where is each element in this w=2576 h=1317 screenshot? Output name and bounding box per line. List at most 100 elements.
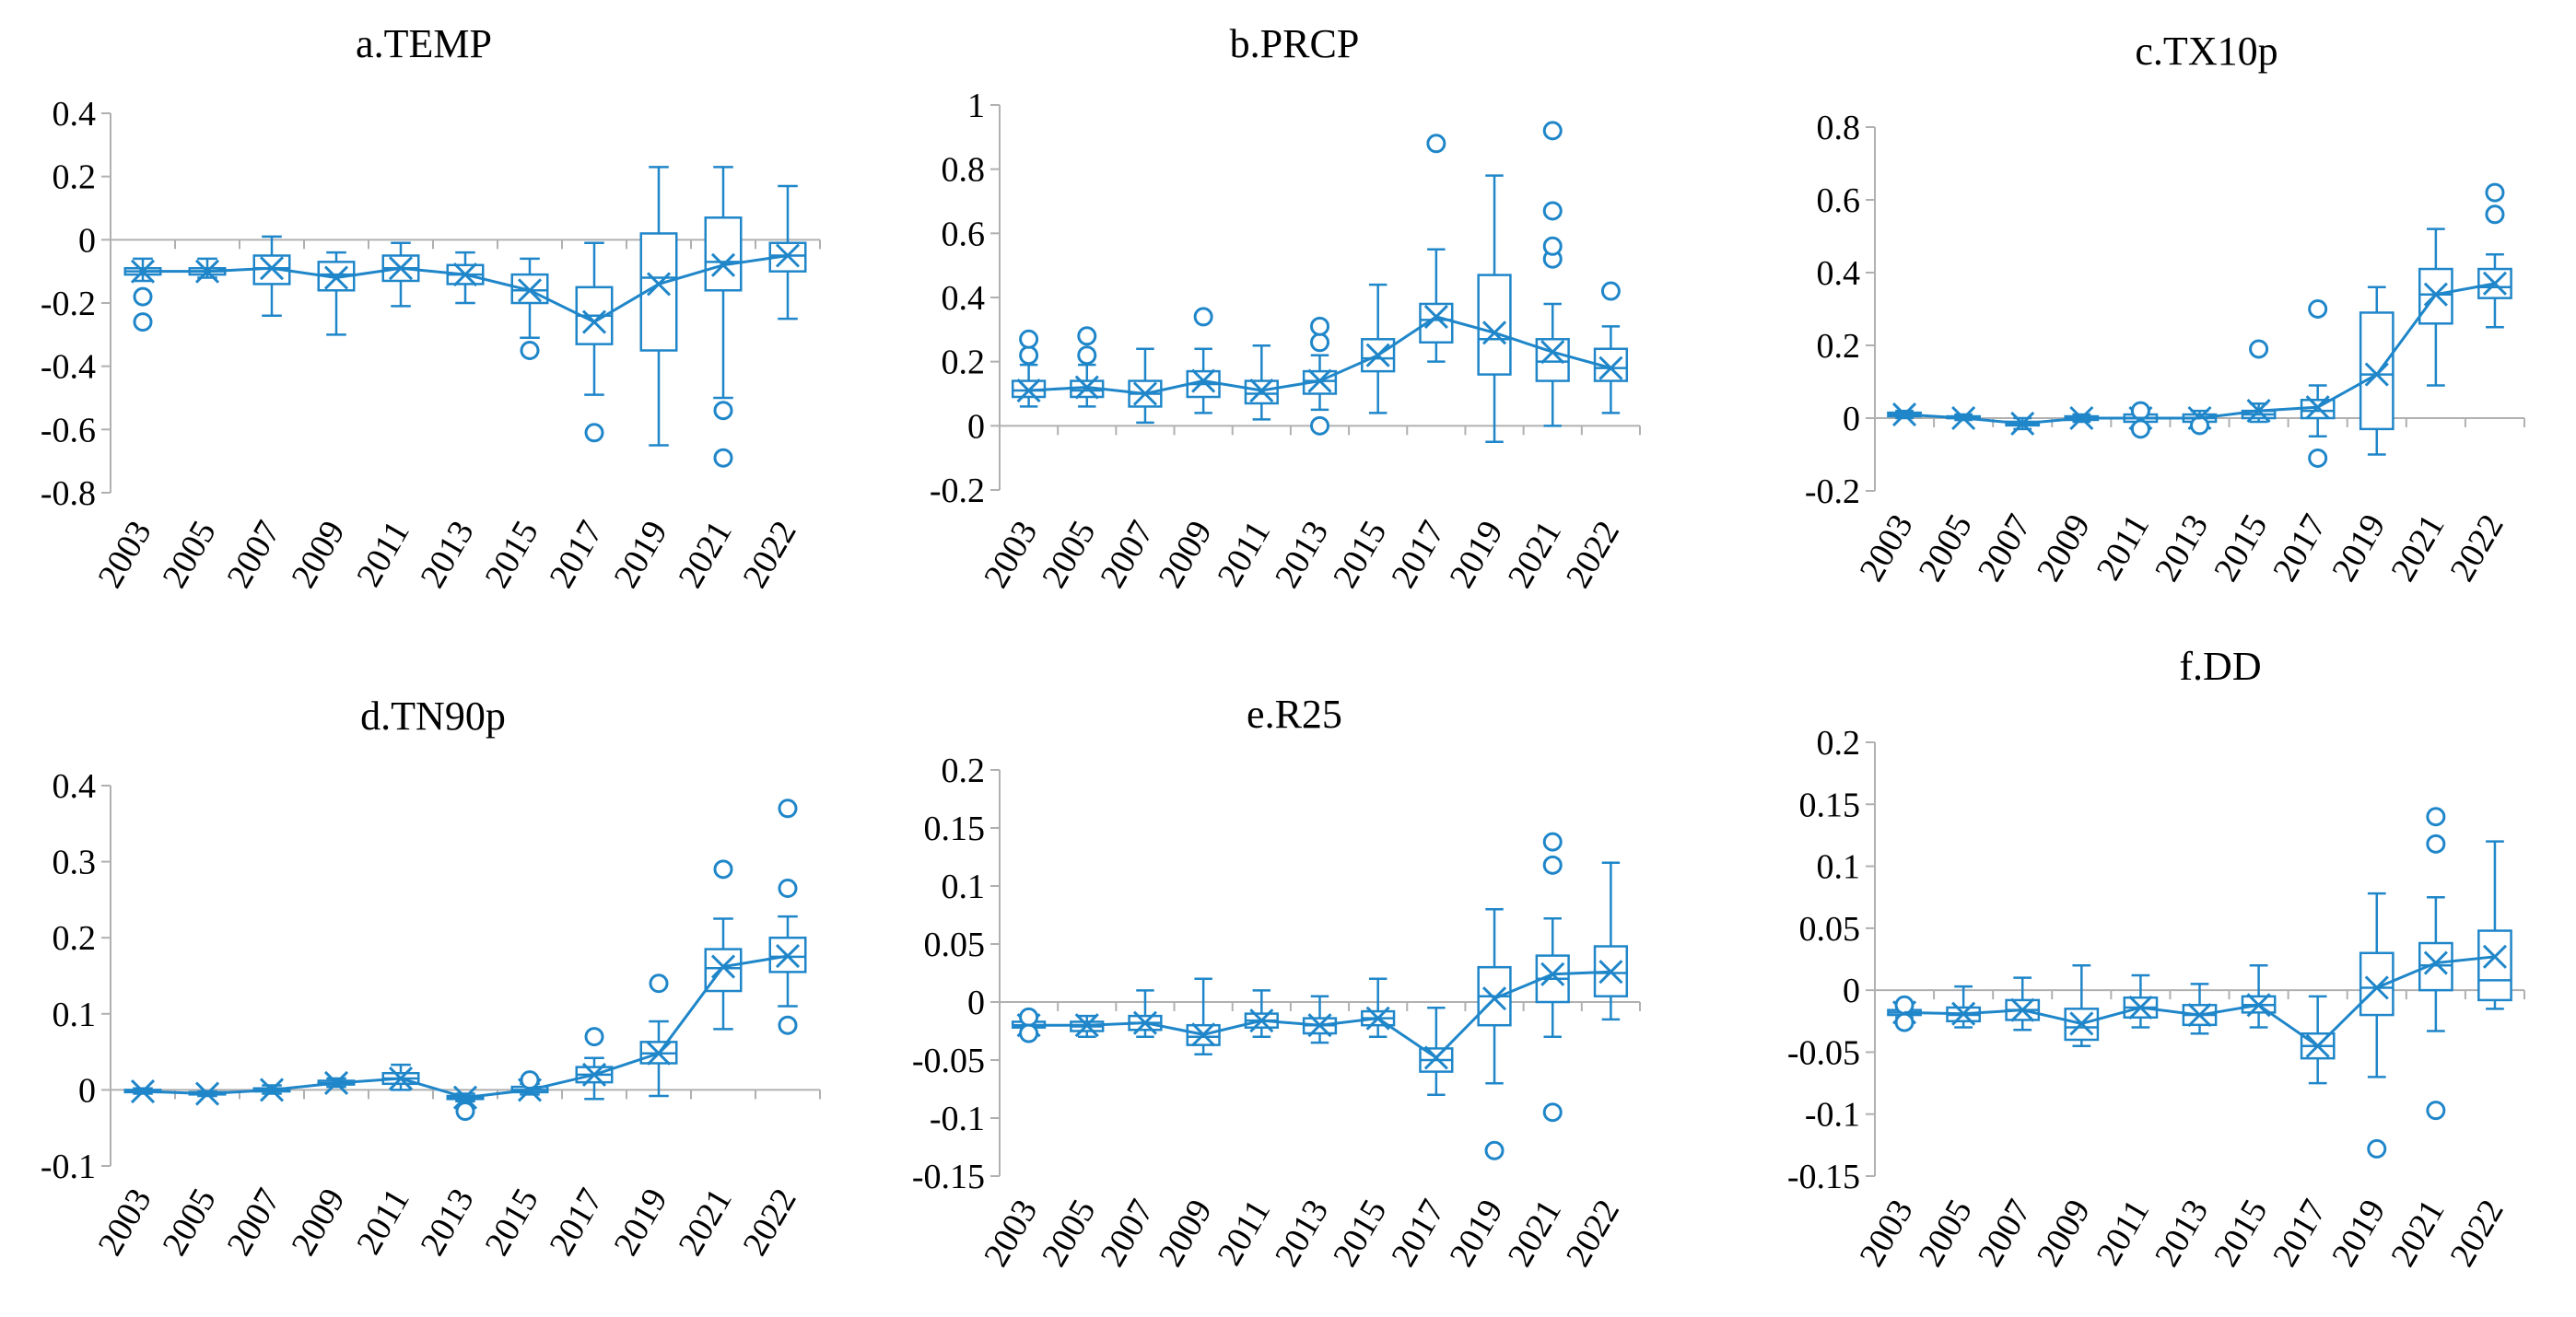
y-tick-label: 0.2 (1817, 724, 1861, 763)
y-tick-label: 0 (967, 407, 985, 446)
box-2011 (1244, 344, 1279, 421)
outlier-point (2426, 1101, 2446, 1121)
outlier-point (1310, 316, 1329, 336)
box-2019 (2359, 286, 2395, 456)
outlier-point (2308, 299, 2328, 319)
outlier-point (520, 341, 540, 360)
mean-marker (1016, 378, 1041, 403)
outlier-point (1310, 415, 1329, 436)
mean-trend-line (143, 254, 789, 324)
iqr-box (1477, 274, 1512, 376)
panel-title: e.R25 (1247, 692, 1342, 737)
y-tick-label: 0.2 (53, 158, 97, 197)
outlier-point (1894, 1012, 1914, 1032)
y-tick-label: 0 (967, 984, 985, 1022)
y-tick-label: 0.1 (1817, 848, 1861, 887)
outlier-point (713, 448, 733, 468)
outlier-point (584, 423, 604, 443)
y-tick-label: 0.4 (942, 279, 986, 318)
box-2022 (1593, 281, 1629, 414)
iqr-box (704, 948, 743, 993)
iqr-box (2359, 311, 2395, 431)
panel-title: c.TX10p (2135, 29, 2277, 74)
outlier-point (455, 1101, 475, 1122)
box-2015 (2241, 339, 2277, 424)
y-tick-label: 0.2 (942, 344, 986, 382)
outlier-point (2190, 415, 2209, 436)
box-2022 (2477, 182, 2512, 329)
mean-trend-line (1028, 970, 1611, 1060)
y-tick-label: 0.1 (942, 868, 986, 906)
outlier-point (2426, 833, 2446, 854)
y-tick-label: 0.3 (53, 844, 97, 882)
iqr-box (1535, 338, 1570, 382)
y-tick-label: 0.05 (924, 926, 986, 964)
y-tick-label: 0.6 (942, 215, 986, 253)
outlier-point (2367, 1138, 2387, 1159)
y-tick-label: 0 (1843, 400, 1860, 438)
box-2021 (704, 859, 743, 1031)
y-tick-label: 0.4 (1817, 254, 1861, 293)
y-tick-label: 0 (78, 1071, 96, 1110)
box-2013 (1302, 995, 1338, 1044)
y-tick-label: 0.8 (1817, 109, 1861, 147)
y-tick-label: 0.2 (53, 919, 97, 958)
outlier-point (1019, 329, 1039, 349)
box-2017 (1419, 1007, 1454, 1097)
panel-title: f.DD (2179, 644, 2261, 689)
box-2022 (2477, 840, 2512, 1010)
outlier-point (649, 973, 669, 994)
mean-trend-line (1904, 955, 2496, 1048)
mean-marker (130, 1078, 156, 1104)
panel-title: a.TEMP (356, 21, 492, 66)
box-2017 (1419, 134, 1454, 363)
box-2011 (381, 241, 420, 308)
outlier-point (2249, 339, 2269, 359)
outlier-point (1894, 995, 1914, 1015)
outlier-point (1077, 345, 1097, 366)
outlier-point (2485, 182, 2505, 203)
y-tick-label: 0.2 (942, 752, 986, 790)
y-tick-label: -0.1 (41, 1148, 96, 1186)
outlier-point (1542, 832, 1563, 852)
y-tick-label: 0.4 (53, 767, 97, 806)
mean-trend-line (1903, 282, 2496, 425)
outlier-point (1542, 236, 1563, 256)
outlier-point (2308, 448, 2328, 468)
y-tick-label: 0.05 (1799, 910, 1861, 949)
outlier-point (1193, 307, 1213, 327)
outlier-point (1484, 1140, 1505, 1160)
outlier-point (2426, 807, 2446, 827)
y-tick-label: -0.1 (1805, 1096, 1860, 1135)
outlier-point (1542, 1102, 1563, 1123)
y-tick-label: 0 (1843, 972, 1860, 1010)
y-tick-label: -0.15 (1787, 1158, 1860, 1196)
y-tick-label: -0.8 (41, 474, 96, 513)
y-tick-label: 0.1 (53, 996, 97, 1034)
outlier-point (1542, 855, 1563, 875)
iqr-box (1419, 302, 1454, 344)
iqr-box (2477, 929, 2512, 1002)
y-tick-label: -0.2 (41, 285, 96, 323)
y-tick-label: -0.6 (41, 411, 96, 449)
box-2017 (2300, 299, 2336, 468)
outlier-point (1019, 345, 1039, 366)
outlier-point (1019, 1023, 1039, 1043)
y-tick-label: -0.05 (912, 1042, 985, 1080)
y-tick-label: -0.1 (930, 1100, 985, 1138)
mean-marker (1598, 355, 1623, 380)
box-2019 (2359, 892, 2395, 1159)
mean-marker (1598, 960, 1623, 985)
outlier-point (584, 1027, 604, 1047)
mean-trend-line (142, 954, 789, 1100)
outlier-point (133, 286, 153, 307)
y-tick-label: 0.8 (942, 151, 986, 190)
box-2003 (1011, 1007, 1047, 1043)
outlier-point (778, 1015, 798, 1035)
outlier-point (1019, 1007, 1039, 1027)
y-tick-label: 0.15 (924, 810, 986, 848)
outlier-point (2130, 419, 2150, 439)
outlier-point (520, 1070, 540, 1090)
y-tick-label: 0 (78, 221, 96, 260)
